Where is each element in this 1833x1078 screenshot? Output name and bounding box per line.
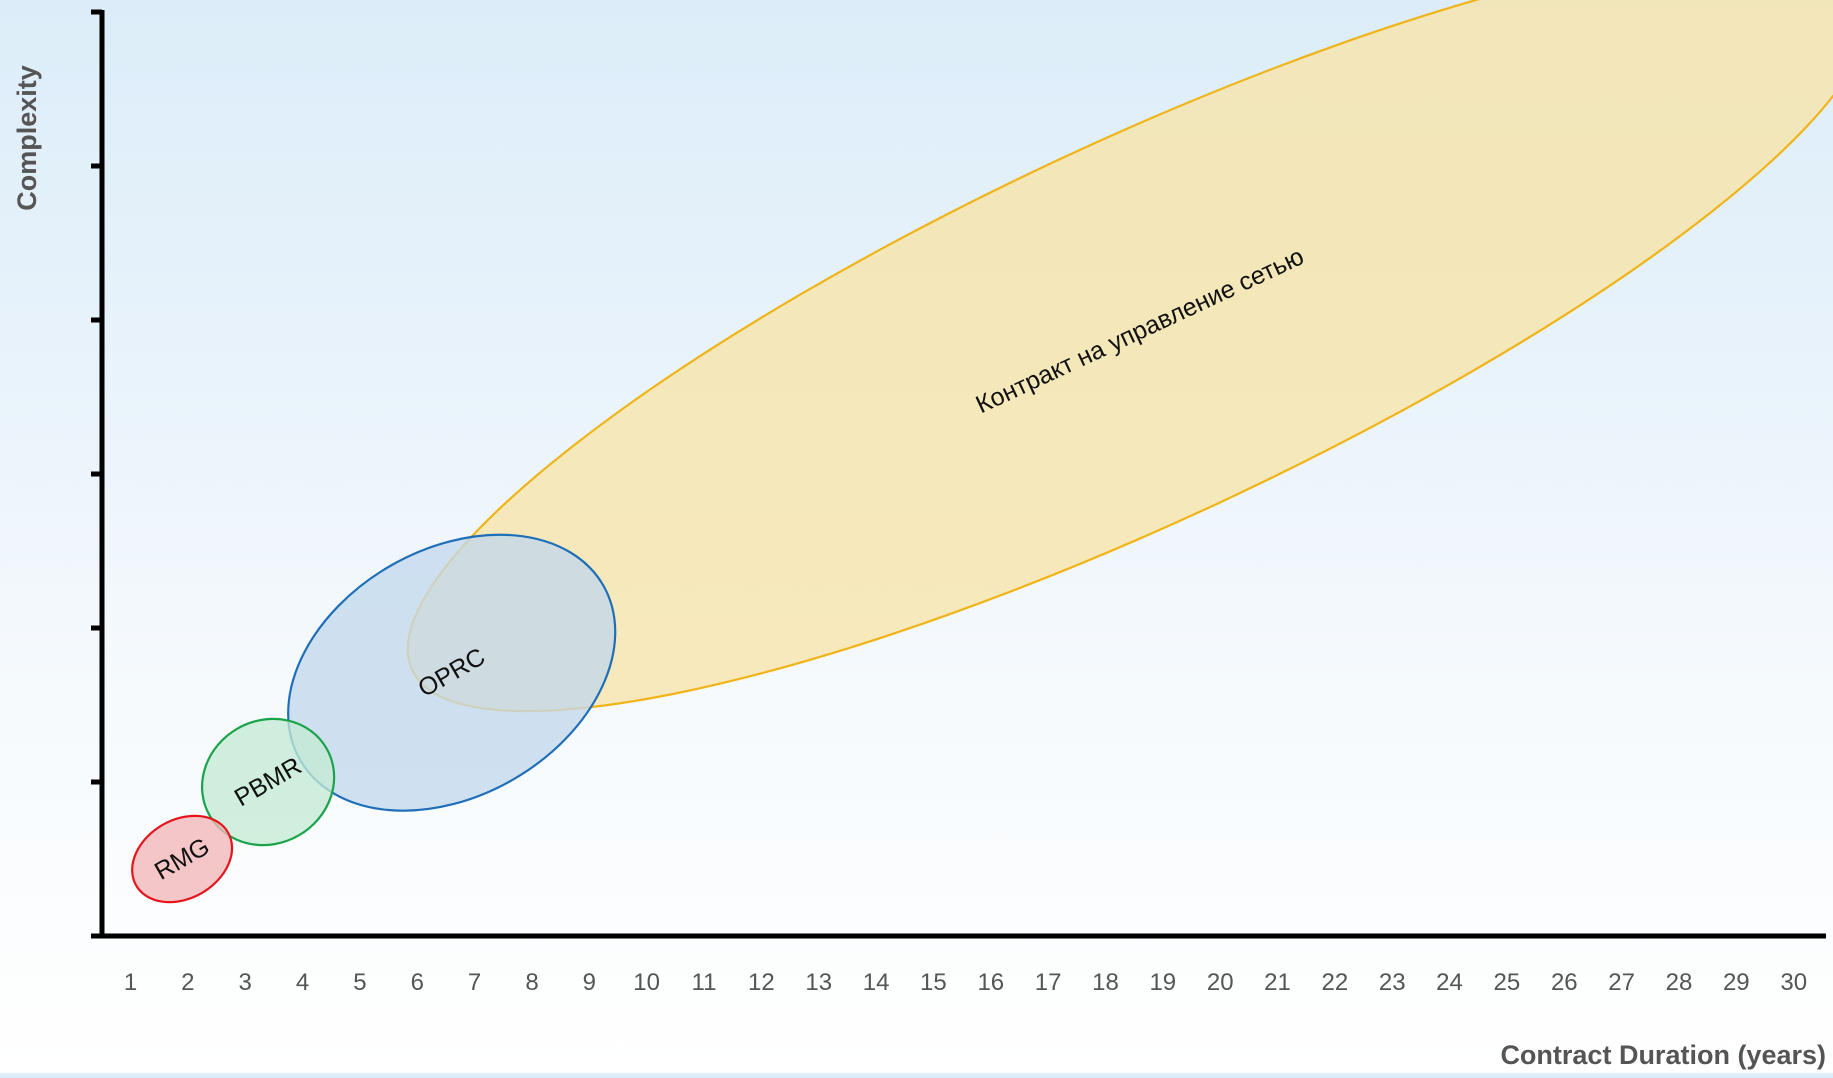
- x-tick-label-3: 3: [239, 969, 252, 996]
- ellipse-1: [131, 814, 234, 904]
- x-tick-label-14: 14: [863, 969, 890, 996]
- x-tick-label-11: 11: [692, 969, 717, 996]
- x-tick-label-21: 21: [1264, 969, 1291, 996]
- x-tick-label-30: 30: [1780, 969, 1807, 996]
- x-tick-label-24: 24: [1436, 969, 1463, 996]
- x-tick-label-15: 15: [920, 969, 947, 996]
- ticks-layer: 1 2 3 4 5 6 7 8 9 10 11 12 13 14 15 16 17 18 19 20 21 22 23 24 2…: [124, 969, 1807, 996]
- x-tick-label-23: 23: [1379, 969, 1406, 996]
- x-tick-label-18: 18: [1092, 969, 1119, 996]
- x-tick-label-10: 10: [633, 969, 660, 996]
- y-axis-title: Complexity: [12, 65, 42, 211]
- x-tick-label-6: 6: [411, 969, 424, 996]
- x-tick-label-16: 16: [977, 969, 1004, 996]
- x-tick-label-13: 13: [805, 969, 832, 996]
- x-tick-label-8: 8: [525, 969, 538, 996]
- axes-layer: [91, 9, 1826, 939]
- x-tick-label-9: 9: [583, 969, 596, 996]
- x-tick-label-29: 29: [1723, 969, 1750, 996]
- x-tick-label-1: 1: [124, 969, 137, 996]
- x-tick-label-2: 2: [181, 969, 194, 996]
- ellipse-2: [201, 717, 336, 847]
- x-tick-label-17: 17: [1035, 969, 1062, 996]
- x-tick-label-25: 25: [1494, 969, 1521, 996]
- x-tick-label-26: 26: [1551, 969, 1578, 996]
- x-tick-label-7: 7: [468, 969, 481, 996]
- x-tick-label-4: 4: [296, 969, 309, 996]
- x-tick-label-19: 19: [1149, 969, 1176, 996]
- x-tick-label-28: 28: [1666, 969, 1693, 996]
- x-tick-label-5: 5: [353, 969, 366, 996]
- x-axis-title: Contract Duration (years): [1500, 1040, 1826, 1070]
- ellipses-layer: [131, 0, 1833, 904]
- x-tick-label-27: 27: [1608, 969, 1635, 996]
- x-tick-label-22: 22: [1322, 969, 1349, 996]
- x-tick-label-20: 20: [1207, 969, 1234, 996]
- x-tick-label-12: 12: [748, 969, 775, 996]
